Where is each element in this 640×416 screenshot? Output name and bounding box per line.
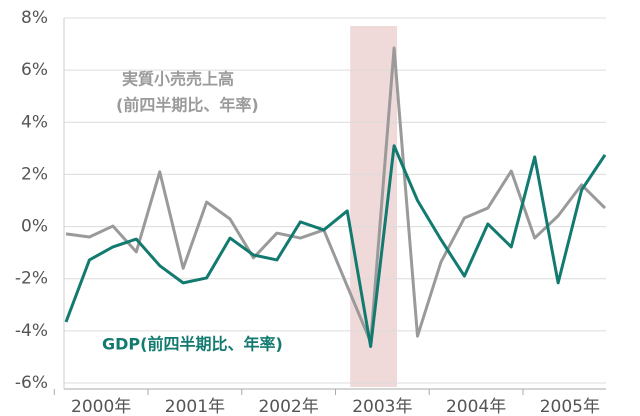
y-tick-label: -2% [15, 269, 48, 289]
x-tick-label: 2004年 [446, 397, 506, 416]
x-tick-label: 2003年 [352, 397, 412, 416]
x-tick-label: 2002年 [258, 397, 318, 416]
y-tick-label: -6% [15, 373, 48, 393]
y-tick-label: 4% [21, 112, 48, 132]
x-tick-label: 2000年 [71, 397, 131, 416]
series-line [64, 144, 607, 348]
y-tick-label: 2% [21, 164, 48, 184]
y-tick-label: 6% [21, 60, 48, 80]
series-label: GDP(前四半期比、年率) [102, 335, 283, 354]
series-label: 実質小売売上高 [122, 70, 234, 89]
y-tick-label: -4% [15, 321, 48, 341]
x-tick-label: 2005年 [540, 397, 600, 416]
series-line [65, 46, 607, 344]
y-tick-label: 0% [21, 217, 48, 237]
x-tick-label: 2001年 [165, 397, 225, 416]
y-tick-label: 8% [21, 8, 48, 28]
series-label-note: (前四半期比、年率) [116, 96, 259, 115]
